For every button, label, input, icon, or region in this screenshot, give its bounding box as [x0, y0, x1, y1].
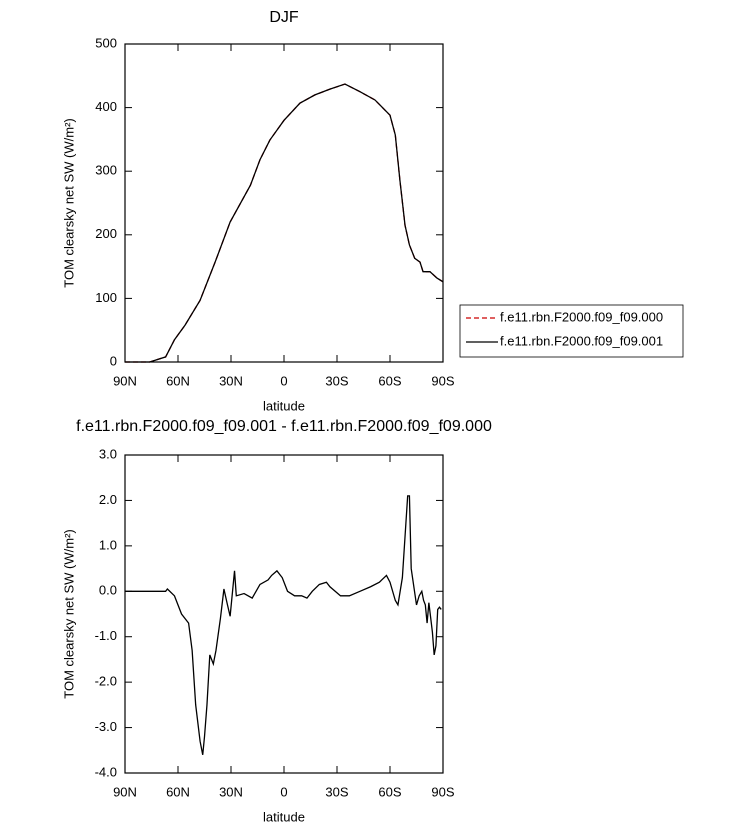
y-tick-label: 1.0: [99, 537, 117, 552]
x-tick-label: 60N: [166, 373, 190, 388]
x-axis-label: latitude: [263, 398, 305, 413]
x-tick-label: 30S: [325, 784, 348, 799]
x-tick-label: 30N: [219, 784, 243, 799]
y-tick-label: -4.0: [95, 764, 117, 779]
y-axis-label: TOM clearsky net SW (W/m²): [61, 529, 76, 698]
y-tick-label: 400: [95, 99, 117, 114]
y-tick-label: 0.0: [99, 583, 117, 598]
x-tick-label: 60N: [166, 784, 190, 799]
x-tick-label: 90N: [113, 784, 137, 799]
x-tick-label: 30N: [219, 373, 243, 388]
y-tick-label: 300: [95, 163, 117, 178]
plot-frame: [124, 43, 444, 363]
y-tick-label: 0: [110, 353, 117, 368]
chart-title: DJF: [269, 9, 299, 26]
y-tick-label: 500: [95, 35, 117, 50]
data-line: [125, 83, 444, 363]
legend-box: [459, 304, 684, 358]
x-tick-label: 0: [280, 784, 287, 799]
y-axis-label: TOM clearsky net SW (W/m²): [61, 118, 76, 287]
x-tick-label: 0: [280, 373, 287, 388]
chart-title: f.e11.rbn.F2000.f09_f09.001 - f.e11.rbn.…: [76, 418, 492, 435]
y-tick-label: 3.0: [99, 446, 117, 461]
x-tick-label: 30S: [325, 373, 348, 388]
plot-frame: [124, 454, 444, 774]
y-tick-label: -2.0: [95, 674, 117, 689]
y-tick-label: -3.0: [95, 719, 117, 734]
data-line: [125, 83, 444, 363]
x-tick-label: 60S: [378, 784, 401, 799]
y-tick-label: -1.0: [95, 628, 117, 643]
x-tick-label: 90N: [113, 373, 137, 388]
y-tick-label: 200: [95, 226, 117, 241]
x-tick-label: 60S: [378, 373, 401, 388]
data-line: [125, 495, 442, 755]
legend-label: f.e11.rbn.F2000.f09_f09.000: [500, 309, 663, 324]
y-tick-label: 2.0: [99, 492, 117, 507]
x-axis-label: latitude: [263, 809, 305, 824]
x-tick-label: 90S: [431, 373, 454, 388]
legend-label: f.e11.rbn.F2000.f09_f09.001: [500, 333, 663, 348]
x-tick-label: 90S: [431, 784, 454, 799]
y-tick-label: 100: [95, 290, 117, 305]
